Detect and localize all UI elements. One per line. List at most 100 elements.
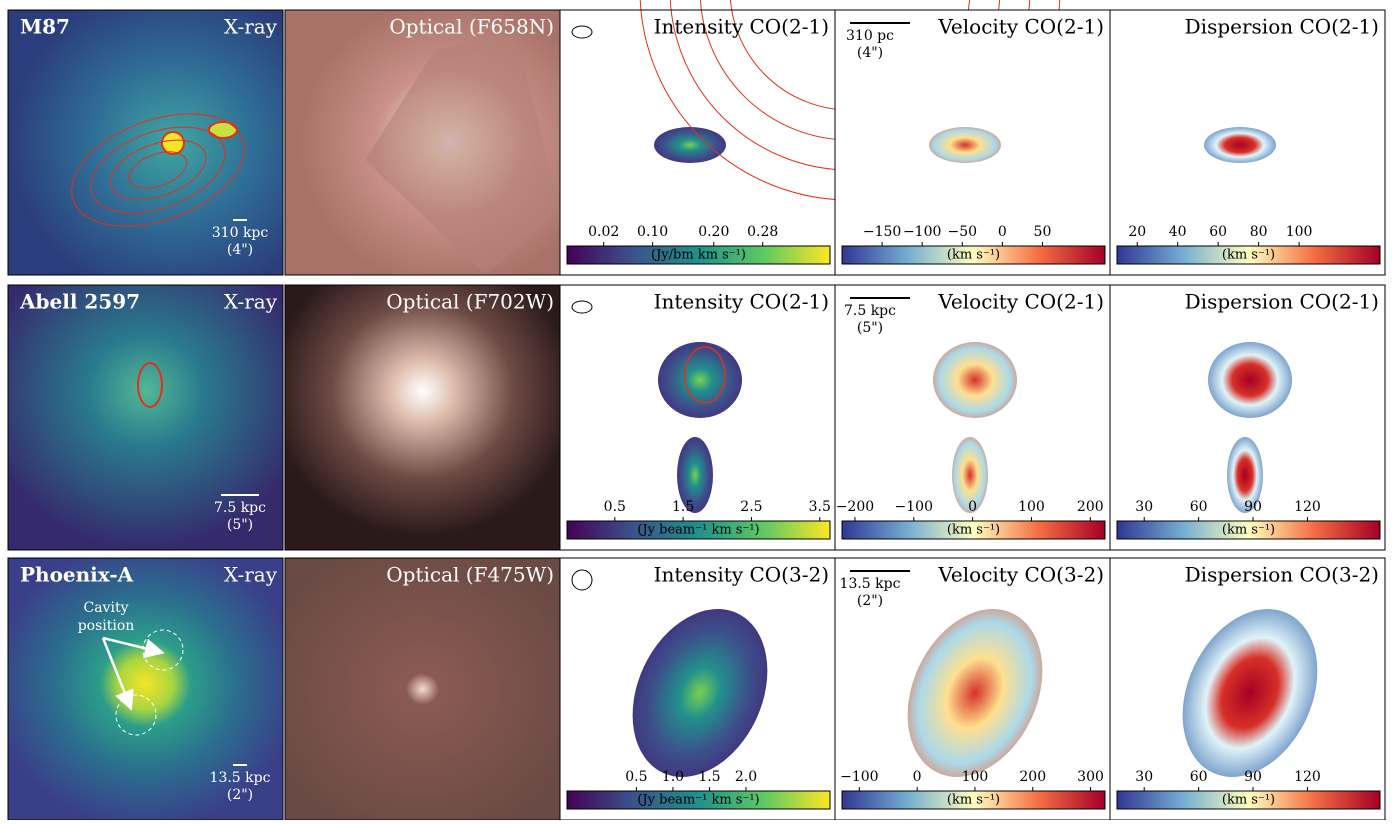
colorbar-tick-label: −50 [948, 224, 978, 240]
colorbar-tick-label: 300 [1077, 769, 1104, 785]
scale-bar-label: (4") [227, 242, 253, 258]
colorbar-unit: (km s⁻¹) [1222, 248, 1275, 263]
panel-label: Intensity CO(2-1) [654, 290, 829, 314]
annotation: position [78, 618, 135, 634]
beam [571, 569, 593, 591]
colorbar-tick-label: 50 [1034, 224, 1052, 240]
emission-map [933, 342, 1017, 418]
panel-label: Dispersion CO(3-2) [1185, 563, 1379, 587]
radio-contour [109, 139, 207, 201]
colorbar-unit: (Jy beam⁻¹ km s⁻¹) [637, 523, 759, 538]
colorbar-tick-label: 200 [1019, 769, 1046, 785]
colorbar-unit: (km s⁻¹) [1222, 793, 1275, 808]
panel-frame [7, 9, 284, 276]
panel-frame [7, 284, 284, 551]
panel-label: Intensity CO(2-1) [654, 15, 829, 39]
colorbar [1116, 520, 1381, 540]
scale-bar-label: 13.5 kpc [210, 770, 271, 786]
colorbar-tick-label: 0 [968, 499, 977, 515]
panel-label: X-ray [224, 290, 278, 314]
panel: M87 X-ray 310 kpc(4") [7, 9, 284, 276]
radio-contour [137, 362, 163, 408]
colorbar-unit: (Jy beam⁻¹ km s⁻¹) [637, 793, 759, 808]
colorbar-tick-label: 200 [1077, 499, 1104, 515]
colorbar [566, 245, 831, 265]
colorbar [1116, 790, 1381, 810]
panel-frame [1109, 284, 1386, 551]
colorbar-tick-label: −200 [836, 499, 874, 515]
panel-label: X-ray [224, 563, 278, 587]
panel: Dispersion CO(3-2) 30 60 90 120 (km s⁻¹) [1109, 557, 1386, 821]
row-name: M87 [20, 15, 70, 39]
radio-contour [684, 346, 726, 404]
panel-label: Velocity CO(2-1) [937, 290, 1104, 314]
emission-map [952, 437, 988, 513]
colorbar-tick-label: 60 [1209, 224, 1227, 240]
panel: Abell 2597 X-ray 7.5 kpc(5") [7, 284, 284, 551]
panel-label: Optical (F475W) [386, 563, 554, 587]
colorbar [566, 790, 831, 810]
emission-map [929, 127, 1001, 163]
colorbar-tick-label: 20 [1128, 224, 1146, 240]
colorbar-tick-label: 0.5 [604, 499, 626, 515]
panel-label: Velocity CO(2-1) [937, 15, 1104, 39]
scale-bar-label: (2") [227, 787, 253, 803]
optical-tile [365, 30, 560, 275]
panel: Cavity position Phoenix-A X-ray 13.5 kpc(2") [7, 557, 284, 821]
panel-frame [1109, 9, 1386, 276]
emission-map [677, 437, 713, 513]
panel-image [8, 285, 283, 550]
panel: Optical (F702W) [284, 284, 561, 551]
scale-bar-label: (2") [857, 593, 883, 609]
emission-map [1182, 609, 1318, 777]
colorbar [1116, 245, 1381, 265]
emission-map [658, 342, 742, 418]
emission-map [1204, 127, 1276, 163]
colorbar [566, 520, 831, 540]
emission-map [1227, 437, 1263, 513]
scale-bar-label: 310 kpc [212, 225, 269, 241]
scale-bar-label: (5") [227, 517, 253, 533]
scale-bar-label: (5") [857, 320, 883, 336]
beam [571, 300, 593, 314]
colorbar-tick-label: 2.5 [740, 499, 762, 515]
colorbar-tick-label: 90 [1244, 769, 1262, 785]
radio-contour [90, 126, 226, 214]
radio-contour [71, 113, 245, 227]
scale-bar-label: 13.5 kpc [840, 576, 901, 592]
panel: Optical (F658N) [284, 9, 561, 276]
emission-map [632, 609, 768, 777]
annotation: Cavity [84, 600, 129, 616]
panel-label: Optical (F702W) [386, 290, 554, 314]
colorbar-tick-label: 0.02 [588, 224, 619, 240]
panel-label: Velocity CO(3-2) [937, 563, 1104, 587]
colorbar-tick-label: 40 [1169, 224, 1187, 240]
colorbar-tick-label: 30 [1135, 769, 1153, 785]
panel: Velocity CO(2-1) 310 pc(4") −150 −100 −50 0 50… [834, 9, 1111, 276]
panel-image [8, 10, 283, 275]
colorbar-tick-label: 100 [962, 769, 989, 785]
beam [571, 25, 593, 39]
panel-label: Intensity CO(3-2) [654, 563, 829, 587]
emission-map [907, 609, 1043, 777]
panel-label: Optical (F658N) [389, 15, 554, 39]
colorbar-tick-label: 0.20 [698, 224, 729, 240]
arrow [102, 636, 165, 659]
panel-label: Dispersion CO(2-1) [1185, 15, 1379, 39]
panel-label: Dispersion CO(2-1) [1185, 290, 1379, 314]
emission-map [1208, 342, 1292, 418]
panel: Intensity CO(2-1) 0.5 1.5 2.5 3.5 (Jy beam⁻¹ … [559, 284, 836, 551]
scale-bar-label: 7.5 kpc [844, 303, 896, 319]
arrow [101, 637, 134, 711]
panel: Optical (F475W) [284, 557, 561, 821]
panel: Velocity CO(2-1) 7.5 kpc(5") −200 −100 0 100 2… [834, 284, 1111, 551]
colorbar-unit: (km s⁻¹) [947, 248, 1000, 263]
colorbar-tick-label: 120 [1294, 769, 1321, 785]
colorbar-tick-label: 1.5 [672, 499, 694, 515]
scale-bar-label: (4") [857, 45, 883, 61]
colorbar-unit: (km s⁻¹) [1222, 523, 1275, 538]
panel-image [285, 285, 560, 550]
colorbar-tick-label: 3.5 [809, 499, 831, 515]
